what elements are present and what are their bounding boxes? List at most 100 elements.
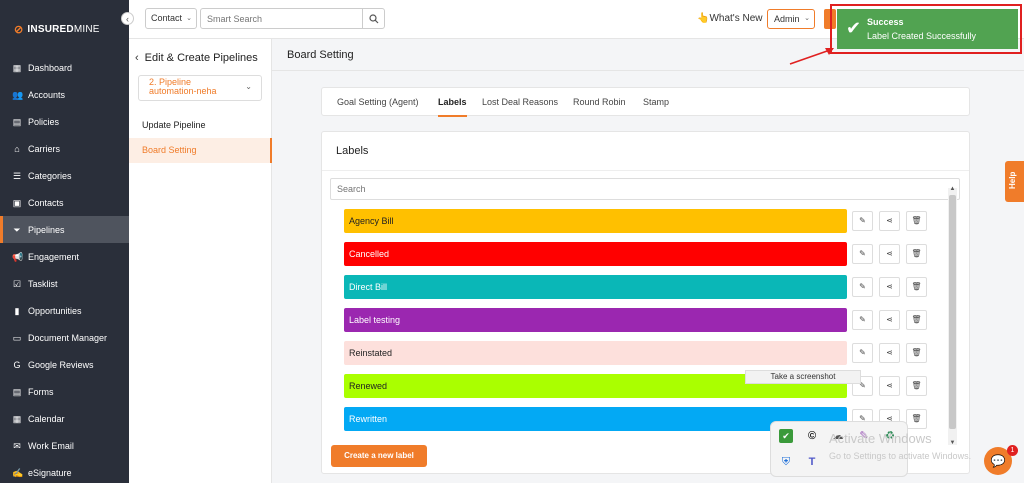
shield-check-icon[interactable]: ✔ [779, 429, 793, 443]
sidebar-item-work-email[interactable]: ✉ Work Email [0, 432, 129, 459]
bank-icon: ⌂ [14, 143, 20, 154]
contact-icon: ▣ [12, 197, 22, 208]
sidebar-collapse-icon[interactable]: ‹ [121, 12, 134, 25]
create-label-button[interactable]: Create a new label [331, 445, 427, 467]
label-chip[interactable]: Cancelled [344, 242, 847, 266]
edit-icon[interactable]: ✎ [852, 244, 873, 264]
screenshot-tooltip: Take a screenshot [745, 370, 861, 384]
scrollbar-thumb[interactable] [949, 195, 956, 429]
sidebar-item-label: Policies [28, 116, 60, 127]
sidebar-item-label: Tasklist [28, 278, 58, 289]
defender-icon[interactable]: ⛨ [781, 456, 791, 468]
delete-icon[interactable]: 🗑 [906, 343, 927, 363]
dashboard-icon: ▦ [12, 62, 22, 73]
sidebar-item-carriers[interactable]: ⌂ Carriers [0, 135, 129, 162]
sidebar-item-document-manager[interactable]: ▭ Document Manager [0, 324, 129, 351]
sidebar-item-pipelines[interactable]: ⏷ Pipelines [0, 216, 129, 243]
scroll-up-icon[interactable]: ▲ [949, 186, 956, 192]
labels-scrollbar[interactable]: ▲ ▼ [948, 186, 957, 446]
toast-highlight-frame [830, 4, 1022, 54]
edit-icon[interactable]: ✎ [852, 277, 873, 297]
contact-type-select[interactable]: Contact ⌄ [145, 8, 197, 29]
cloud-icon[interactable]: ☁ [832, 430, 844, 442]
sidebar-item-categories[interactable]: ☰ Categories [0, 162, 129, 189]
sidebar-item-engagement[interactable]: 📢 Engagement [0, 243, 129, 270]
share-icon[interactable]: ⋖ [879, 277, 900, 297]
back-arrow-icon[interactable]: ‹ [135, 52, 139, 64]
sidebar-item-calendar[interactable]: ▦ Calendar [0, 405, 129, 432]
whats-new-link[interactable]: 👆What's New [697, 13, 763, 24]
sidebar-item-google-reviews[interactable]: G Google Reviews [0, 351, 129, 378]
scroll-down-icon[interactable]: ▼ [949, 440, 956, 446]
label-chip[interactable]: Label testing [344, 308, 847, 332]
delete-icon[interactable]: 🗑 [906, 409, 927, 429]
page-title: Board Setting [287, 49, 354, 61]
help-tab[interactable]: Help [1005, 161, 1024, 202]
teams-icon[interactable]: T [808, 456, 816, 468]
sidebar-item-label: Contacts [28, 197, 64, 208]
sidebar-item-label: Categories [28, 170, 72, 181]
sidebar-item-label: Pipelines [28, 224, 65, 235]
divider [272, 70, 1024, 71]
signature-icon: ✍ [12, 467, 24, 478]
users-icon: 👥 [12, 89, 24, 100]
tab-stamp[interactable]: Stamp [643, 97, 670, 107]
update-pipeline-item[interactable]: Update Pipeline [142, 120, 206, 130]
app-c-icon[interactable]: © [807, 430, 817, 442]
calendar-icon: ▦ [12, 413, 22, 424]
sidebar-item-contacts[interactable]: ▣ Contacts [0, 189, 129, 216]
sidebar-item-accounts[interactable]: 👥 Accounts [0, 81, 129, 108]
delete-icon[interactable]: 🗑 [906, 211, 927, 231]
delete-icon[interactable]: 🗑 [906, 310, 927, 330]
label-search [330, 178, 960, 200]
share-icon[interactable]: ⋖ [879, 244, 900, 264]
sidebar-item-opportunities[interactable]: ▮ Opportunities [0, 297, 129, 324]
sidebar: ⊘ INSUREDMINE ▦ Dashboard 👥 Accounts ▤ Polici… [0, 0, 129, 483]
tab-goal-setting[interactable]: Goal Setting (Agent) [337, 97, 419, 107]
delete-icon[interactable]: 🗑 [906, 244, 927, 264]
sidebar-item-label: Work Email [28, 440, 74, 451]
label-chip[interactable]: Direct Bill [344, 275, 847, 299]
google-icon: G [13, 359, 21, 370]
sidebar-item-policies[interactable]: ▤ Policies [0, 108, 129, 135]
tasks-icon: ☑ [12, 278, 22, 289]
edit-icon[interactable]: ✎ [852, 211, 873, 231]
folder-icon: ▭ [12, 332, 22, 343]
toast-message: Label Created Successfully [867, 31, 977, 41]
sidebar-item-esignature[interactable]: ✍ eSignature [0, 459, 129, 483]
delete-icon[interactable]: 🗑 [906, 376, 927, 396]
edit-icon[interactable]: ✎ [852, 343, 873, 363]
success-toast[interactable]: ✔ Success Label Created Successfully [837, 9, 1018, 49]
tab-labels[interactable]: Labels [438, 88, 467, 117]
pipeline-settings-panel: ‹ Edit & Create Pipelines 2. Pipeline au… [129, 39, 272, 483]
watermark-line1: Activate Windows [829, 431, 932, 446]
label-chip[interactable]: Agency Bill [344, 209, 847, 233]
smart-search-input[interactable] [201, 9, 362, 28]
share-icon[interactable]: ⋖ [879, 211, 900, 231]
label-chip[interactable]: Rewritten [344, 407, 847, 431]
recycle-icon[interactable]: ♻ [885, 430, 895, 442]
admin-select[interactable]: Admin ⌄ [767, 9, 815, 29]
search-icon[interactable] [362, 9, 384, 28]
settings-tabs: Goal Setting (Agent) Labels Lost Deal Re… [321, 87, 970, 117]
share-icon[interactable]: ⋖ [879, 343, 900, 363]
label-search-input[interactable] [331, 179, 959, 199]
label-chip[interactable]: Reinstated [344, 341, 847, 365]
system-tray-popup: ✔ © ☁ ✎ ♻ ⛨ T [770, 421, 908, 477]
tab-lost-deal-reasons[interactable]: Lost Deal Reasons [482, 97, 559, 107]
chart-icon: ▮ [14, 305, 20, 316]
edit-icon[interactable]: ✎ [852, 310, 873, 330]
share-icon[interactable]: ⋖ [879, 376, 900, 396]
sidebar-item-dashboard[interactable]: ▦ Dashboard [0, 54, 129, 81]
filter-icon: ⏷ [13, 224, 21, 235]
sidebar-item-tasklist[interactable]: ☑ Tasklist [0, 270, 129, 297]
app-logo[interactable]: ⊘ INSUREDMINE [14, 23, 100, 36]
delete-icon[interactable]: 🗑 [906, 277, 927, 297]
pen-icon[interactable]: ✎ [859, 430, 869, 442]
share-icon[interactable]: ⋖ [879, 310, 900, 330]
board-setting-item[interactable]: Board Setting [129, 138, 272, 163]
panel-title: ‹ Edit & Create Pipelines [135, 52, 258, 64]
tab-round-robin[interactable]: Round Robin [573, 97, 626, 107]
pipeline-select[interactable]: 2. Pipeline automation-neha ⌄ [138, 75, 262, 101]
sidebar-item-forms[interactable]: ▤ Forms [0, 378, 129, 405]
